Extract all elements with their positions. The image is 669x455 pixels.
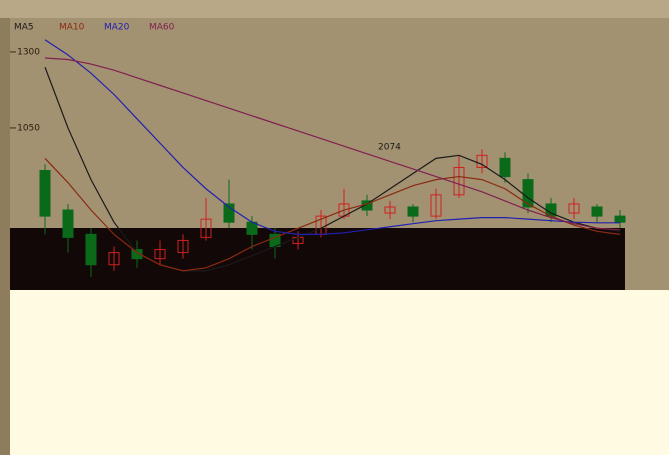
legend-entry: MA60 [149,23,175,33]
candle-body [177,239,189,254]
candle-body [85,233,97,266]
candle-body [200,218,212,238]
candle-body [499,157,511,178]
candle-body [453,166,465,196]
ma-line [44,157,621,272]
legend-entry: MA20 [104,23,130,33]
legend-entry: MA5 [14,23,34,33]
ma-line [44,57,621,231]
dark-band [10,228,625,290]
candle-body [108,252,120,266]
annotation: 2074 [378,143,401,153]
candle-body [407,206,419,217]
candle-body [591,206,603,217]
candle-body [131,249,143,260]
candle-body [154,249,166,260]
y-tick-label: 1050 [17,123,40,133]
toolbar [0,0,669,18]
left-strip [0,18,10,455]
legend-entry: MA10 [59,23,85,33]
candle-body [39,170,51,217]
ma-line [44,39,620,235]
candle-body [568,203,580,214]
candle-body [476,154,488,168]
candle-body [223,203,235,223]
candle-body [614,215,626,223]
lower-panel [10,290,669,455]
candle-body [430,194,442,217]
candle-body [384,206,396,214]
candle-body [62,209,74,238]
candle-body [522,179,534,208]
y-tick-label: 1300 [17,47,40,57]
